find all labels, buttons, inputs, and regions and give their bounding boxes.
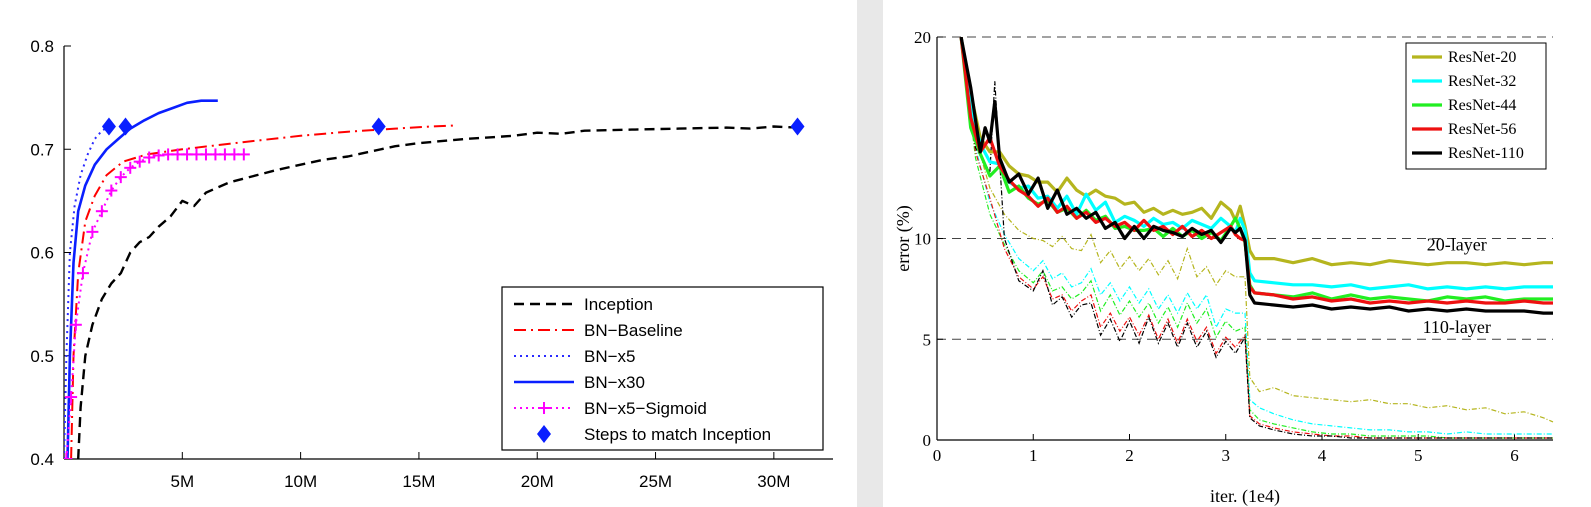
y-tick-label-0: 0: [923, 431, 932, 450]
legend-label-bn-x30: BN−x30: [584, 373, 645, 392]
series-bn-x5-sigmoid: [64, 148, 250, 459]
y-axis-title: error (%): [893, 205, 914, 271]
point-steps-to-match-inception-2: [371, 117, 386, 136]
point-steps-to-match-inception-1: [118, 117, 133, 136]
chart-right: 0 5 10 20 0 1 2 3 4 5 6 iter. (1e4) error (%) 20-laye…: [883, 0, 1591, 507]
train-line-resnet-44: [960, 37, 1553, 439]
y-tick-label-0-6: 0.6: [30, 244, 54, 263]
series-resnet-56: [959, 37, 1553, 305]
y-tick-label-10: 10: [914, 230, 931, 249]
train-line-resnet-20: [960, 37, 1554, 423]
y-tick-label-5: 5: [923, 330, 932, 349]
x-tick-label-0: 0: [933, 446, 942, 465]
x-tick-label-20m: 20M: [521, 472, 554, 491]
series-bn-baseline: [70, 124, 455, 459]
x-tick-label-5: 5: [1414, 446, 1423, 465]
chart-left-legend: Inception BN−Baseline BN−x5 BN−x30 BN−x5−Sig…: [501, 286, 824, 451]
y-tick-label-0-8: 0.8: [30, 37, 54, 56]
chart-right-legend: ResNet-20 ResNet-32 ResNet-44 ResNet-56 ResN…: [1405, 42, 1547, 170]
legend-label-bn-x5-sigmoid: BN−x5−Sigmoid: [584, 399, 707, 418]
chart-right-plot-area: 0 5 10 20 0 1 2 3 4 5 6 iter. (1e4) error (%) 20-laye…: [893, 28, 1554, 507]
y-tick-label-0-5: 0.5: [30, 347, 54, 366]
annotation-110-layer: 110-layer: [1423, 317, 1491, 337]
legend-marker-steps-to-match-inception: [537, 425, 551, 443]
legend-label-inception: Inception: [584, 295, 653, 314]
x-tick-label-2: 2: [1125, 446, 1134, 465]
chart-left-plot-area: 0.4 0.5 0.6 0.7 0.8 5M 10M 15M 20M 25M 30M: [30, 37, 833, 491]
legend-label-bn-baseline: BN−Baseline: [584, 321, 683, 340]
legend-label-resnet-56: ResNet-56: [1448, 121, 1516, 138]
series-line-bn-x30: [66, 99, 218, 459]
train-line-resnet-32: [960, 37, 1553, 435]
legend-label-bn-x5: BN−x5: [584, 347, 636, 366]
series-resnet-110: [959, 37, 1553, 315]
x-axis-title: iter. (1e4): [1210, 486, 1280, 507]
point-steps-to-match-inception-0: [101, 117, 116, 136]
legend-label-resnet-20: ResNet-20: [1448, 49, 1516, 66]
series-line-bn-baseline: [70, 124, 455, 459]
series-line-resnet-56: [959, 37, 1553, 305]
x-tick-label-5m: 5M: [170, 472, 194, 491]
y-tick-label-20: 20: [914, 28, 931, 47]
series-line-bn-x5: [64, 125, 110, 459]
x-tick-label-4: 4: [1318, 446, 1327, 465]
annotation-20-layer: 20-layer: [1427, 235, 1487, 255]
panel-divider: [857, 0, 883, 507]
x-tick-label-25m: 25M: [639, 472, 672, 491]
x-tick-label-6: 6: [1510, 446, 1519, 465]
legend-label-resnet-32: ResNet-32: [1448, 73, 1516, 90]
series-steps-to-match-inception: [101, 117, 805, 136]
point-steps-to-match-inception-3: [790, 117, 805, 136]
x-tick-label-15m: 15M: [402, 472, 435, 491]
x-tick-label-10m: 10M: [284, 472, 317, 491]
series-line-resnet-110: [959, 37, 1553, 315]
train-series-resnet-20: [960, 37, 1554, 423]
series-line-inception: [77, 125, 798, 459]
chart-left: 0.4 0.5 0.6 0.7 0.8 5M 10M 15M 20M 25M 30M Incepti…: [30, 37, 833, 491]
legend-label-resnet-44: ResNet-44: [1448, 97, 1516, 114]
legend-label-steps-to-match-inception: Steps to match Inception: [584, 425, 771, 444]
series-resnet-32: [959, 37, 1553, 291]
y-tick-label-0-7: 0.7: [30, 140, 54, 159]
series-bn-x30: [66, 99, 218, 459]
series-inception: [77, 125, 798, 459]
x-tick-label-1: 1: [1029, 446, 1038, 465]
x-tick-label-30m: 30M: [757, 472, 790, 491]
series-line-resnet-32: [959, 37, 1553, 291]
series-bn-x5: [64, 125, 110, 459]
legend-box: [501, 286, 824, 451]
train-series-resnet-44: [960, 37, 1553, 439]
train-series-resnet-32: [960, 37, 1553, 435]
y-tick-label-0-4: 0.4: [30, 450, 54, 469]
x-tick-label-3: 3: [1222, 446, 1231, 465]
legend-label-resnet-110: ResNet-110: [1448, 145, 1524, 162]
